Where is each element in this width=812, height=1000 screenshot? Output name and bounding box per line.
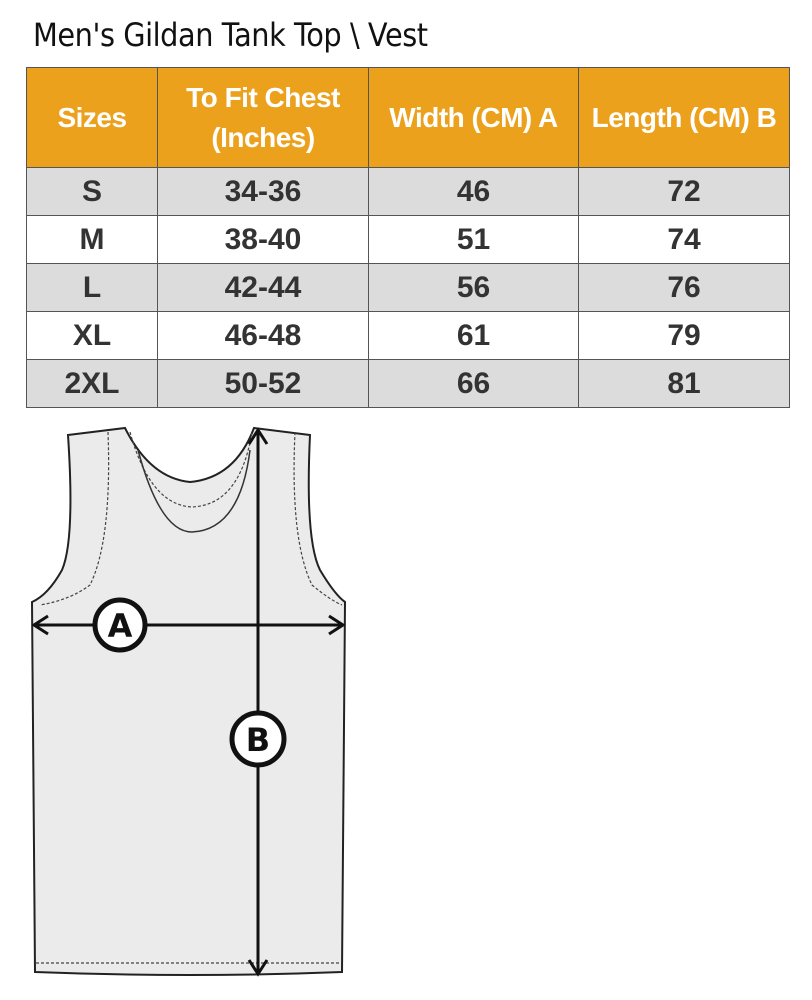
- cell-chest: 38-40: [157, 215, 369, 264]
- cell-width: 46: [368, 167, 579, 216]
- cell-chest: 42-44: [157, 263, 369, 312]
- label-b-circle: [229, 710, 287, 768]
- cell-chest: 50-52: [157, 359, 369, 408]
- cell-width: 51: [368, 215, 579, 264]
- table-row: M 38-40 51 74: [26, 215, 790, 264]
- cell-size: XL: [26, 311, 158, 360]
- tank-top-outline: [30, 426, 347, 976]
- cell-length: 76: [578, 263, 790, 312]
- cell-width: 61: [368, 311, 579, 360]
- header-length: Length (CM) B: [578, 67, 790, 168]
- width-arrow-a: A: [31, 597, 346, 653]
- cell-length: 74: [578, 215, 790, 264]
- table-row: L 42-44 56 76: [26, 263, 790, 312]
- label-a-circle: [92, 597, 148, 653]
- table-row: 2XL 50-52 66 81: [26, 359, 790, 408]
- cell-length: 81: [578, 359, 790, 408]
- cell-length: 72: [578, 167, 790, 216]
- header-row: Sizes To Fit Chest (Inches) Width (CM) A…: [26, 67, 790, 168]
- cell-chest: 46-48: [157, 311, 369, 360]
- table-row: XL 46-48 61 79: [26, 311, 790, 360]
- label-a: A: [108, 607, 133, 645]
- header-chest: To Fit Chest (Inches): [157, 67, 369, 168]
- size-table: Sizes To Fit Chest (Inches) Width (CM) A…: [26, 67, 790, 408]
- label-b: B: [246, 721, 270, 759]
- cell-width: 56: [368, 263, 579, 312]
- cell-width: 66: [368, 359, 579, 408]
- length-arrow-b: B: [229, 427, 287, 977]
- cell-size: M: [26, 215, 158, 264]
- chart-title: Men's Gildan Tank Top \ Vest: [33, 16, 428, 54]
- header-sizes: Sizes: [26, 67, 158, 168]
- cell-size: S: [26, 167, 158, 216]
- cell-length: 79: [578, 311, 790, 360]
- header-width: Width (CM) A: [368, 67, 579, 168]
